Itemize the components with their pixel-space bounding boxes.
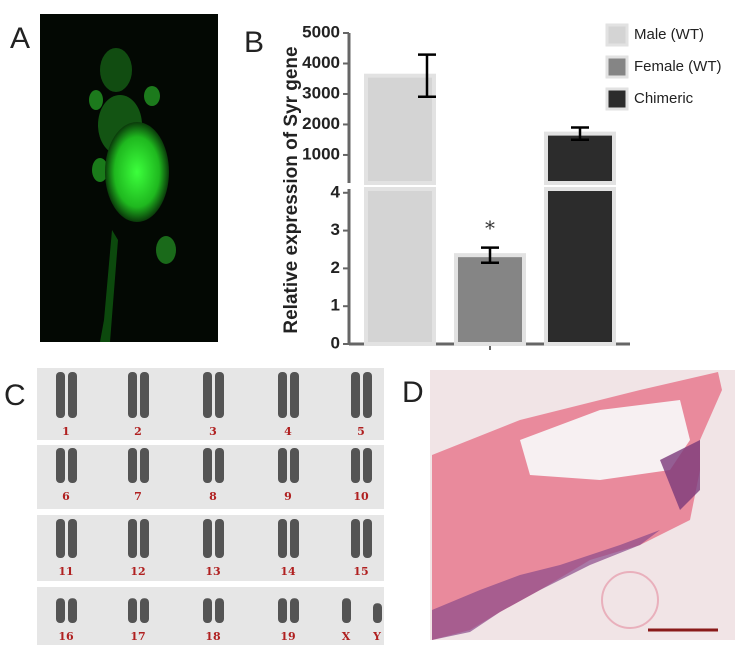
karyotype-label: 4 (284, 425, 292, 438)
panel-label: D (402, 376, 424, 409)
chromosome (351, 448, 360, 483)
chromosome (128, 519, 137, 558)
panel-label: A (10, 22, 30, 55)
legend-label: Female (WT) (634, 58, 722, 75)
chromosome (140, 448, 149, 483)
karyotype-label: 7 (134, 490, 142, 503)
chromosome (290, 598, 299, 623)
chromosome (203, 448, 212, 483)
chromosome (203, 519, 212, 558)
chromosome (278, 448, 287, 483)
panel-a-image (40, 14, 218, 342)
karyotype-label: X (342, 630, 351, 643)
chromosome (128, 598, 137, 623)
y-tick-label: 4 (331, 182, 341, 201)
y-tick-label: 5000 (302, 22, 340, 41)
chromosome (215, 448, 224, 483)
y-tick-label: 3 (331, 220, 340, 239)
chromosome (342, 598, 351, 623)
chromosome (203, 598, 212, 623)
karyotype-label: 6 (62, 490, 70, 503)
chromosome (140, 372, 149, 418)
legend-swatch (605, 87, 629, 111)
karyotype-label: 19 (280, 630, 295, 643)
annotation: * (485, 216, 495, 240)
legend-swatch (605, 23, 629, 47)
panel-label: B (244, 26, 264, 59)
karyotype-label: 17 (130, 630, 145, 643)
bar (364, 73, 436, 185)
y-tick-label: 3000 (302, 83, 340, 102)
chromosome (215, 598, 224, 623)
panel-d-image (430, 370, 735, 640)
chromosome (68, 448, 77, 483)
karyotype-label: 18 (205, 630, 221, 643)
chromosome (56, 448, 65, 483)
karyotype-label: 15 (353, 565, 368, 578)
karyotype-label: 8 (209, 490, 217, 503)
chromosome (68, 519, 77, 558)
bar (544, 187, 616, 346)
legend-label: Male (WT) (634, 26, 704, 43)
chromosome (290, 372, 299, 418)
karyotype-label: 11 (58, 565, 73, 578)
karyotype-label: 10 (353, 490, 369, 503)
chromosome (215, 519, 224, 558)
chromosome (56, 372, 65, 418)
y-tick-label: 2 (331, 258, 340, 277)
chromosome (278, 598, 287, 623)
chromosome (373, 603, 382, 623)
bar (364, 187, 436, 346)
panel-label: C (4, 379, 26, 412)
karyotype-label: 13 (205, 565, 220, 578)
chromosome (56, 598, 65, 623)
chromosome (363, 448, 372, 483)
chromosome (140, 598, 149, 623)
y-tick-label: 2000 (302, 114, 340, 133)
chromosome (68, 598, 77, 623)
y-tick-label: 1000 (302, 144, 340, 163)
chromosome (290, 519, 299, 558)
karyotype-label: Y (372, 630, 381, 643)
chromosome (290, 448, 299, 483)
bar (544, 131, 616, 185)
chromosome (363, 519, 372, 558)
legend-swatch (605, 55, 629, 79)
chromosome (128, 372, 137, 418)
chromosome (128, 448, 137, 483)
y-axis-label: Relative expression of Syr gene (281, 46, 302, 333)
chromosome (363, 372, 372, 418)
bar (454, 253, 526, 346)
chromosome (56, 519, 65, 558)
y-tick-label: 4000 (302, 53, 340, 72)
karyotype-label: 1 (62, 425, 70, 438)
karyotype-label: 12 (130, 565, 145, 578)
chromosome (351, 372, 360, 418)
chromosome (278, 372, 287, 418)
y-tick-label: 0 (331, 333, 340, 352)
karyotype-label: 9 (284, 490, 292, 503)
chromosome (351, 519, 360, 558)
karyotype-label: 2 (134, 425, 142, 438)
chromosome (68, 372, 77, 418)
legend-label: Chimeric (634, 90, 694, 107)
karyotype-label: 5 (357, 425, 365, 438)
chromosome (140, 519, 149, 558)
chromosome (203, 372, 212, 418)
chromosome (278, 519, 287, 558)
karyotype-label: 3 (209, 425, 217, 438)
y-tick-label: 1 (331, 296, 340, 315)
karyotype-label: 16 (58, 630, 74, 643)
karyotype-label: 14 (280, 565, 296, 578)
chromosome (215, 372, 224, 418)
